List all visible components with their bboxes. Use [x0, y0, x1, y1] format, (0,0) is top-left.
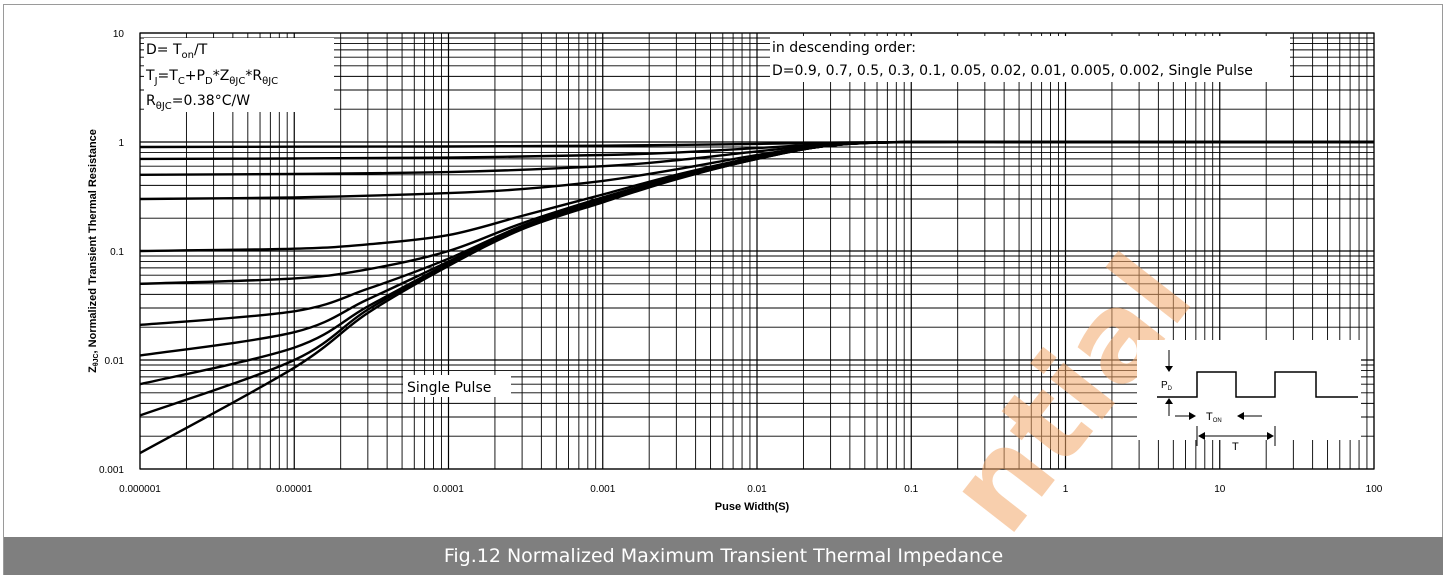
- y-tick-label: 0.1: [110, 247, 124, 258]
- y-tick-label: 0.01: [105, 356, 125, 367]
- x-tick-label: 0.00001: [276, 484, 313, 495]
- x-tick-label: 0.000001: [119, 484, 161, 495]
- single-pulse-annotation: Single Pulse: [403, 375, 511, 397]
- x-tick-label: 10: [1214, 484, 1226, 495]
- formula-line-rth: RθJC=0.38°C/W: [146, 93, 250, 112]
- x-axis-title: Puse Width(S): [715, 501, 790, 513]
- curve-single-pulse: [139, 140, 1374, 455]
- ton-arrowhead-right: [1237, 412, 1244, 420]
- order-annotation: in descending order: D=0.9, 0.7, 0.5, 0.…: [770, 36, 1290, 82]
- t-arrowhead-right: [1267, 432, 1274, 440]
- x-tick-label: 0.001: [590, 484, 615, 495]
- x-tick-label: 100: [1366, 484, 1383, 495]
- x-tick-label: 0.1: [904, 484, 918, 495]
- formula-line-duty: D= Ton/T: [146, 42, 208, 61]
- x-tick-label: 1: [1063, 484, 1069, 495]
- tick-layer: 0.000001 0.00001 0.0001 0.001 0.01 0.1 1 10 100 0…: [99, 29, 1383, 495]
- formula-line-junction: TJ=TC+PD*ZθJC*RθJC: [145, 68, 278, 87]
- pd-arrowhead-top: [1165, 366, 1173, 372]
- inset-bg: [1137, 340, 1361, 440]
- formula-annotation: D= Ton/T TJ=TC+PD*ZθJC*RθJC RθJC=0.38°C/…: [144, 38, 334, 112]
- curve-layer: [139, 140, 1374, 455]
- y-tick-label: 1: [118, 138, 124, 149]
- pd-arrowhead-bottom: [1165, 398, 1173, 404]
- inset-pd-label: PD: [1161, 380, 1173, 392]
- y-tick-label: 0.001: [99, 465, 124, 476]
- single-pulse-bg: [403, 375, 511, 397]
- pulse-waveform-inset: PD TON T: [1137, 340, 1361, 453]
- ton-arrowhead-left: [1189, 412, 1196, 420]
- x-tick-label: 0.01: [747, 484, 767, 495]
- x-tick-label: 0.0001: [433, 484, 464, 495]
- y-tick-label: 10: [113, 29, 125, 40]
- y-axis-title: ZθJC, Normalized Transient Thermal Resis…: [87, 129, 100, 373]
- t-arrowhead-left: [1198, 432, 1205, 440]
- order-line-2: D=0.9, 0.7, 0.5, 0.3, 0.1, 0.05, 0.02, 0…: [772, 63, 1253, 79]
- order-annotation-bg: [770, 36, 1290, 82]
- pulse-train-line: [1157, 371, 1358, 398]
- single-pulse-label: Single Pulse: [407, 380, 491, 396]
- figure-caption: Fig.12 Normalized Maximum Transient Ther…: [4, 537, 1443, 575]
- formula-annotation-bg: [144, 38, 334, 112]
- inset-ton-label: TON: [1206, 411, 1222, 424]
- inset-t-label: T: [1232, 441, 1239, 453]
- order-line-1: in descending order:: [772, 40, 916, 56]
